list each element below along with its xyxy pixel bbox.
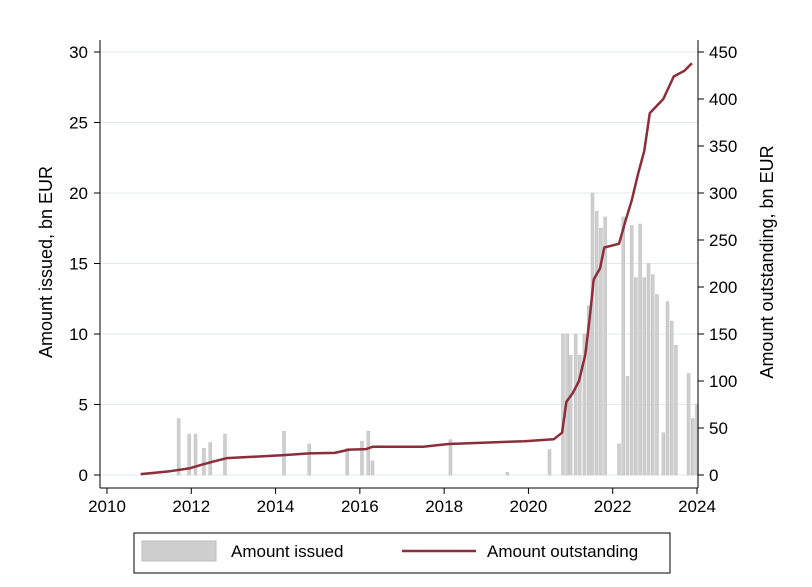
issued-bar bbox=[646, 263, 651, 476]
legend-outstanding-label: Amount outstanding bbox=[487, 542, 638, 561]
left-y-tick-label: 10 bbox=[69, 325, 88, 344]
issued-bar bbox=[176, 418, 181, 476]
issued-bar bbox=[638, 223, 642, 476]
outstanding-line bbox=[140, 62, 693, 476]
x-tick-label: 2010 bbox=[88, 497, 126, 516]
outstanding-line-layer bbox=[140, 62, 693, 476]
issued-bar bbox=[625, 376, 630, 476]
legend-box bbox=[133, 532, 671, 574]
x-tick-label: 2016 bbox=[341, 497, 379, 516]
issued-bar bbox=[573, 333, 578, 476]
right-y-axis-label: Amount outstanding, bn EUR bbox=[757, 145, 777, 378]
gridlines bbox=[100, 51, 698, 476]
issued-bar bbox=[448, 439, 453, 476]
issued-bar bbox=[547, 449, 552, 476]
left-y-tick-label: 30 bbox=[69, 43, 88, 62]
issued-bar bbox=[360, 440, 364, 476]
issued-bar bbox=[282, 431, 286, 476]
left-y-tick-label: 0 bbox=[79, 466, 88, 485]
right-y-tick-label: 0 bbox=[709, 466, 718, 485]
right-y-tick-label: 350 bbox=[709, 137, 737, 156]
issued-bar bbox=[202, 447, 206, 476]
right-y-tick-label: 200 bbox=[709, 278, 737, 297]
issued-bar bbox=[651, 274, 655, 476]
x-tick-label: 2020 bbox=[510, 497, 548, 516]
issued-bar bbox=[223, 433, 227, 476]
x-tick-label: 2012 bbox=[172, 497, 210, 516]
issued-bar bbox=[578, 354, 582, 476]
left-y-tick-label: 20 bbox=[69, 184, 88, 203]
right-y-tick-label: 400 bbox=[709, 90, 737, 109]
issued-bar bbox=[594, 211, 599, 476]
left-y-tick-label: 25 bbox=[69, 114, 88, 133]
issued-bar bbox=[590, 192, 595, 476]
issued-bar bbox=[634, 277, 638, 476]
left-y-tick-label: 15 bbox=[69, 255, 88, 274]
right-y-tick-label: 50 bbox=[709, 419, 728, 438]
legend-issued-swatch bbox=[141, 540, 217, 562]
legend: Amount issued Amount outstanding bbox=[133, 532, 671, 574]
x-tick-label: 2014 bbox=[257, 497, 295, 516]
x-tick-label: 2022 bbox=[594, 497, 632, 516]
issued-bar bbox=[187, 433, 191, 476]
left-y-tick-label: 5 bbox=[79, 396, 88, 415]
issued-bar bbox=[561, 333, 565, 476]
right-y-tick-label: 150 bbox=[709, 325, 737, 344]
left-y-axis-label: Amount issued, bn EUR bbox=[36, 166, 56, 358]
issued-bar bbox=[621, 216, 625, 476]
right-y-tick-label: 300 bbox=[709, 184, 737, 203]
issued-bar bbox=[345, 447, 349, 476]
issued-bar bbox=[208, 442, 212, 476]
right-y-tick-label: 450 bbox=[709, 43, 737, 62]
issued-bar bbox=[603, 216, 607, 476]
issued-bar bbox=[642, 277, 647, 476]
issued-bar bbox=[582, 333, 587, 476]
issued-bar bbox=[599, 228, 603, 476]
issued-bar bbox=[674, 345, 678, 476]
issued-bar bbox=[505, 471, 510, 476]
issued-bar bbox=[370, 460, 375, 476]
right-y-tick-label: 250 bbox=[709, 231, 737, 250]
issued-bar bbox=[193, 433, 198, 476]
tick-marks-and-labels: 0510152025300501001502002503003504004502… bbox=[69, 43, 737, 516]
legend-issued-label: Amount issued bbox=[231, 542, 343, 561]
issued-bar bbox=[586, 305, 591, 476]
issued-bars bbox=[176, 192, 699, 476]
issued-bar bbox=[686, 373, 691, 476]
issued-bar bbox=[655, 294, 659, 476]
x-tick-label: 2024 bbox=[678, 497, 716, 516]
issued-bar bbox=[629, 225, 634, 476]
issued-bar bbox=[568, 354, 573, 476]
issued-bar bbox=[669, 321, 674, 476]
right-y-tick-label: 100 bbox=[709, 372, 737, 391]
issued-bar bbox=[366, 431, 371, 476]
x-tick-label: 2018 bbox=[425, 497, 463, 516]
issued-bar bbox=[691, 418, 695, 476]
issued-bar bbox=[307, 443, 312, 476]
issued-bar bbox=[617, 443, 621, 476]
issued-bar bbox=[661, 432, 666, 476]
issued-bar bbox=[665, 301, 670, 476]
